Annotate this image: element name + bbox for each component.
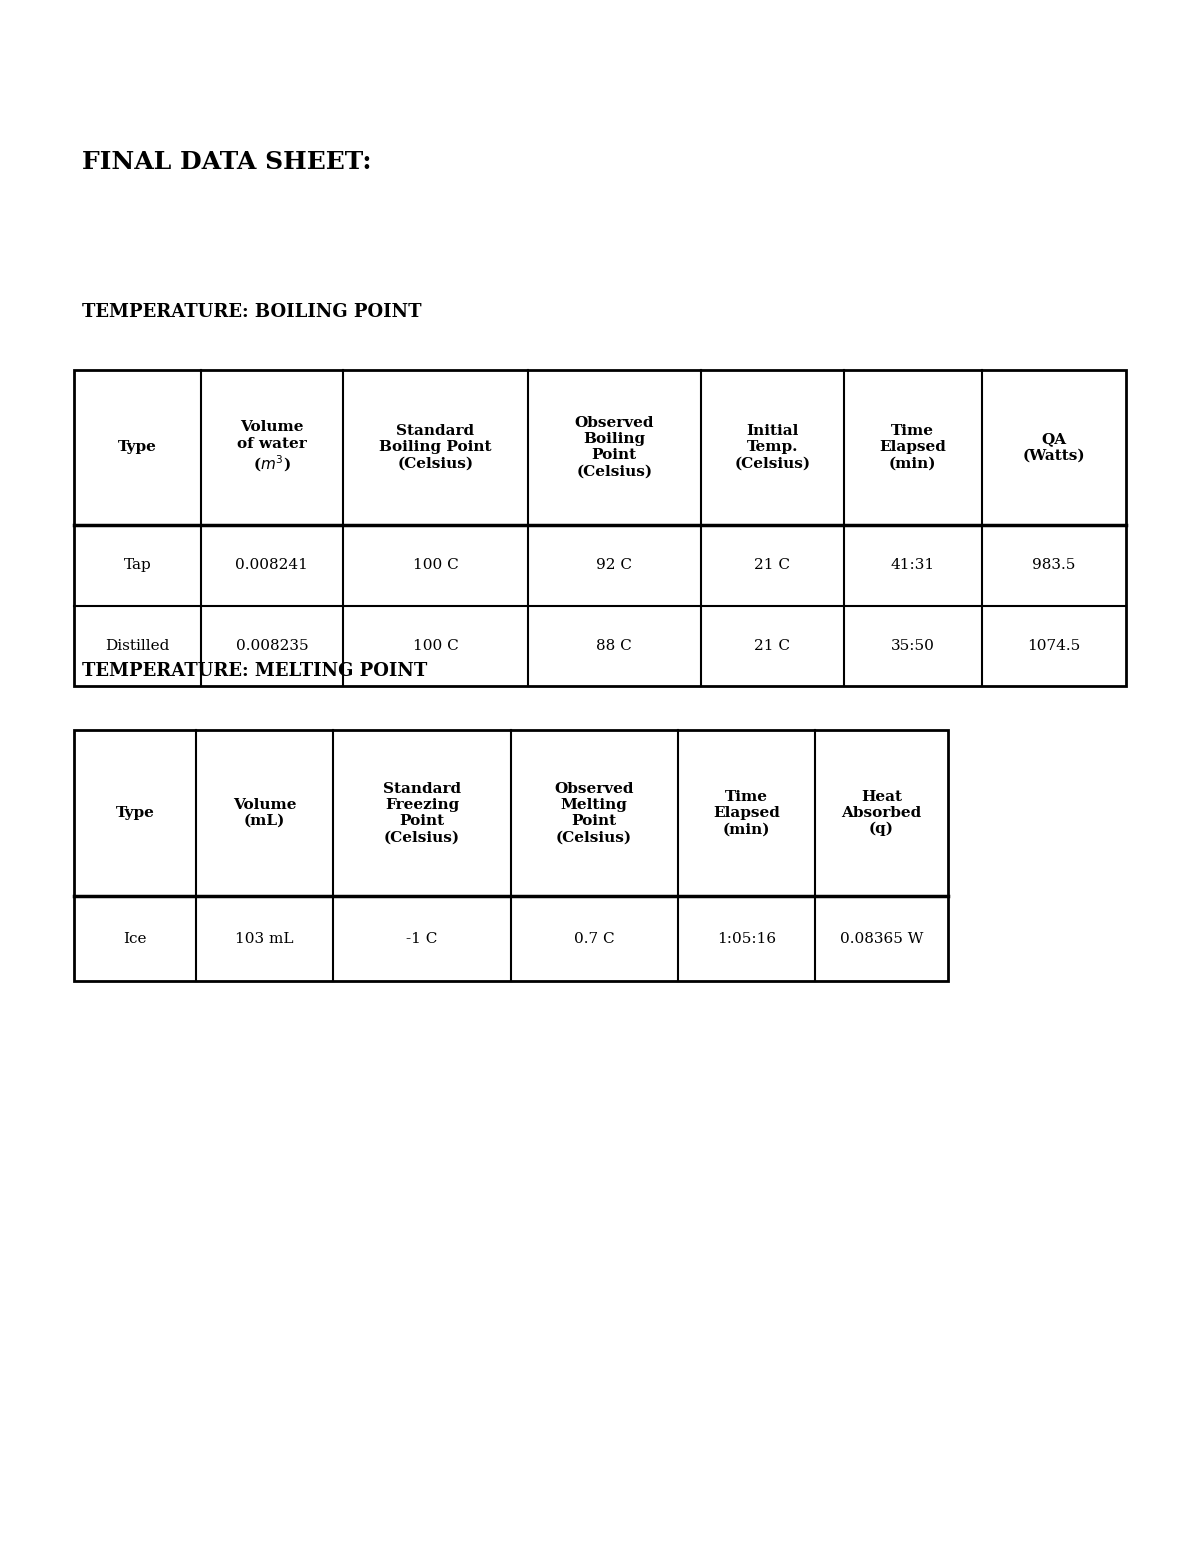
Text: 100 C: 100 C [413,558,458,573]
Text: Heat
Absorbed
(q): Heat Absorbed (q) [841,789,922,837]
Text: FINAL DATA SHEET:: FINAL DATA SHEET: [82,151,371,174]
Text: 0.7 C: 0.7 C [574,932,614,946]
Text: 983.5: 983.5 [1032,558,1075,573]
Text: 0.008241: 0.008241 [235,558,308,573]
Text: Volume
(mL): Volume (mL) [233,798,296,828]
Text: Observed
Melting
Point
(Celsius): Observed Melting Point (Celsius) [554,781,634,845]
Text: Time
Elapsed
(min): Time Elapsed (min) [880,424,946,471]
Text: TEMPERATURE: BOILING POINT: TEMPERATURE: BOILING POINT [82,303,421,321]
Text: 1:05:16: 1:05:16 [716,932,775,946]
Text: Type: Type [115,806,155,820]
Text: Standard
Freezing
Point
(Celsius): Standard Freezing Point (Celsius) [383,781,461,845]
Text: -1 C: -1 C [407,932,438,946]
Bar [74,730,948,981]
Text: Tap: Tap [124,558,151,573]
Text: Time
Elapsed
(min): Time Elapsed (min) [713,790,780,836]
Text: 1074.5: 1074.5 [1027,638,1080,654]
Text: 35:50: 35:50 [890,638,935,654]
Text: Initial
Temp.
(Celsius): Initial Temp. (Celsius) [734,424,810,471]
Text: 88 C: 88 C [596,638,632,654]
Text: QA
(Watts): QA (Watts) [1022,432,1085,463]
Text: Standard
Boiling Point
(Celsius): Standard Boiling Point (Celsius) [379,424,492,471]
Text: 0.008235: 0.008235 [235,638,308,654]
Text: 100 C: 100 C [413,638,458,654]
Text: 103 mL: 103 mL [235,932,294,946]
Text: Observed
Boiling
Point
(Celsius): Observed Boiling Point (Celsius) [575,416,654,478]
Text: Type: Type [118,439,157,455]
Text: 0.08365 W: 0.08365 W [840,932,923,946]
Bar [74,370,1126,686]
Text: TEMPERATURE: MELTING POINT: TEMPERATURE: MELTING POINT [82,662,427,680]
Text: 92 C: 92 C [596,558,632,573]
Text: Volume
of water
($m^3$): Volume of water ($m^3$) [238,421,307,474]
Text: Ice: Ice [124,932,146,946]
Text: 21 C: 21 C [755,558,791,573]
Text: 21 C: 21 C [755,638,791,654]
Text: 41:31: 41:31 [890,558,935,573]
Text: Distilled: Distilled [106,638,169,654]
